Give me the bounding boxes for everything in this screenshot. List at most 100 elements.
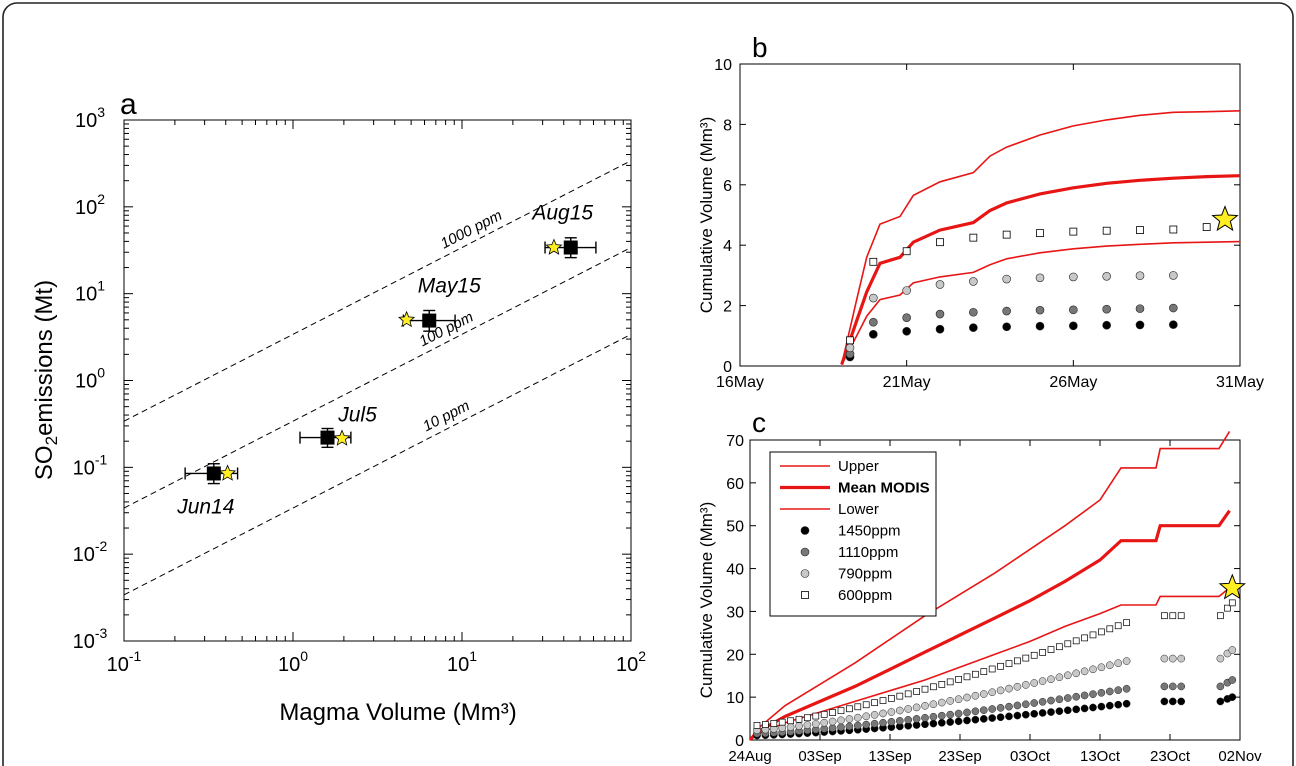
y-tick-label: 4 — [723, 238, 732, 255]
scatter-point — [1114, 622, 1122, 630]
scatter-point — [1102, 226, 1111, 235]
panel-a-points: Jun14 Jul5 May15 Aug15 — [176, 202, 597, 518]
scatter-point — [979, 706, 988, 715]
scatter-point — [1021, 710, 1030, 719]
scatter-point — [1080, 691, 1089, 700]
panel-c: c 0 10 20 30 40 50 60 70 24Aug 03Sep 13Sep 23Sep 03O… — [697, 407, 1262, 765]
data-point-marker — [422, 313, 437, 328]
scatter-point — [1216, 697, 1225, 706]
y-tick-label: 0 — [735, 733, 744, 750]
scatter-point — [1169, 271, 1178, 280]
y-tick-base: 10 — [75, 371, 97, 393]
x-tick-label: 23Sep — [938, 748, 981, 765]
scatter-point — [996, 703, 1005, 712]
scatter-point — [828, 724, 837, 732]
scatter-point — [1122, 684, 1131, 693]
y-tick-base: 10 — [73, 631, 95, 653]
scatter-point — [904, 716, 913, 724]
scatter-point — [1106, 625, 1114, 633]
scatter-point — [879, 718, 887, 727]
scatter-point — [979, 715, 988, 723]
scatter-point — [946, 697, 955, 705]
scatter-point — [1047, 696, 1055, 705]
scatter-point — [946, 718, 955, 726]
scatter-point — [1038, 709, 1047, 717]
scatter-point — [969, 323, 978, 332]
data-point-marker — [563, 240, 578, 255]
y-tick-label: 10-3 — [73, 625, 108, 653]
scatter-point — [1021, 700, 1030, 709]
scatter-point — [846, 336, 854, 345]
scatter-point — [862, 712, 871, 721]
scatter-point — [828, 717, 837, 726]
scatter-point — [930, 683, 937, 691]
x-tick-label: 10-1 — [107, 648, 142, 676]
panel-b: b 0 2 4 6 8 10 16May 21May 26May 31May Cumulative… — [697, 32, 1264, 391]
legend-label: Mean MODIS — [838, 480, 930, 497]
scatter-point — [1038, 697, 1047, 706]
scatter-point — [1114, 686, 1123, 694]
panel-a-ylabel: SO2emissions (Mt) — [31, 280, 61, 480]
scatter-point — [795, 715, 803, 723]
scatter-point — [912, 715, 921, 723]
x-tick-label: 24Aug — [728, 748, 771, 765]
scatter-point — [1135, 320, 1145, 330]
y-tick-exp: 1 — [97, 278, 105, 294]
data-point-marker — [320, 430, 335, 445]
scatter-point — [871, 699, 878, 707]
scatter-point — [795, 722, 803, 730]
panel-b-axes — [739, 63, 1241, 367]
legend-label: Upper — [838, 458, 879, 475]
panel-a-ylabel-sub: 2 — [42, 436, 61, 445]
scatter-point — [912, 703, 921, 712]
scatter-point — [1228, 676, 1237, 684]
point-label: May15 — [418, 275, 481, 298]
scatter-point — [896, 692, 904, 700]
scatter-point — [1202, 223, 1211, 231]
scatter-point — [937, 698, 946, 707]
x-tick-label: 102 — [616, 648, 646, 676]
scatter-point — [1177, 697, 1186, 706]
panel-a-ylabel-so: SO — [31, 445, 58, 480]
y-tick-label: 70 — [726, 433, 744, 450]
x-tick-label: 03Sep — [798, 748, 841, 765]
y-tick-exp: 0 — [97, 365, 105, 381]
x-tick-label: 16May — [716, 374, 764, 391]
scatter-point — [1035, 321, 1045, 331]
scatter-point — [954, 695, 963, 704]
scatter-point — [879, 709, 887, 718]
scatter-point — [1160, 654, 1169, 663]
series-line — [748, 509, 1231, 742]
legend-dot — [800, 547, 810, 557]
scatter-point — [1063, 694, 1072, 702]
legend-dot — [800, 526, 810, 535]
x-tick-exp: 0 — [300, 648, 308, 664]
legend-dot — [800, 569, 810, 578]
scatter-point — [1177, 682, 1186, 691]
scatter-point — [1055, 673, 1064, 682]
scatter-point — [1030, 699, 1039, 707]
scatter-point — [1135, 304, 1145, 313]
scatter-point — [1021, 681, 1030, 689]
scatter-point — [1123, 619, 1130, 627]
legend-label: 600ppm — [838, 587, 892, 604]
y-tick-label: 30 — [726, 604, 744, 621]
x-tick-label: 26May — [1049, 374, 1097, 391]
y-tick-exp: 3 — [97, 104, 105, 120]
scatter-point — [996, 686, 1005, 695]
scatter-point — [988, 705, 997, 713]
y-tick-label: 10-1 — [73, 451, 108, 479]
scatter-point — [1069, 227, 1078, 236]
y-tick-label: 40 — [726, 562, 744, 579]
star-marker — [397, 310, 416, 328]
scatter-point — [1160, 697, 1169, 706]
legend-label: 790ppm — [838, 566, 892, 583]
x-tick-label: 31May — [1216, 374, 1264, 391]
scatter-point — [955, 676, 962, 683]
scatter-point — [762, 721, 769, 728]
point-label: Aug15 — [530, 202, 593, 225]
y-tick-label: 10-2 — [73, 538, 108, 566]
scatter-point — [946, 710, 955, 719]
ppm-line — [123, 333, 632, 596]
